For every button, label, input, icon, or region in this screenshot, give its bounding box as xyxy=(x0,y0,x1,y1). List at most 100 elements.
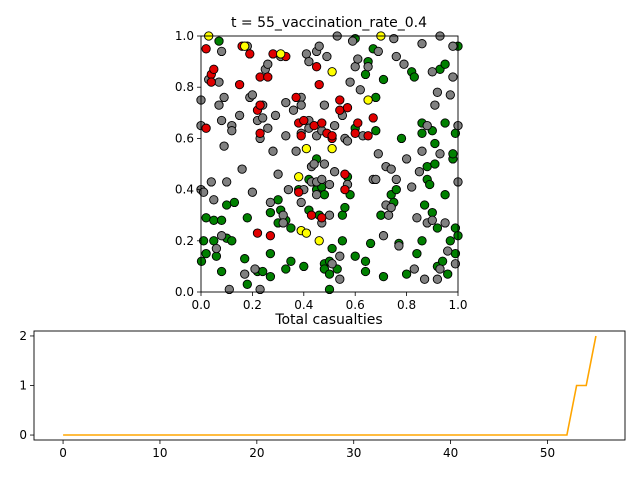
scatter-point-gray xyxy=(247,90,258,100)
scatter-point-gray xyxy=(378,231,389,241)
scatter-point-gray xyxy=(342,136,353,146)
scatter-point-red xyxy=(309,120,319,131)
scatter-point-green xyxy=(216,266,227,277)
scatter-point-green xyxy=(242,279,252,289)
scatter-point-green xyxy=(324,284,335,295)
scatter-point-red xyxy=(296,131,306,141)
scatter-point-red xyxy=(350,128,360,138)
scatter-point-green xyxy=(440,118,450,128)
scatter-point-green xyxy=(286,223,296,233)
scatter-axes-frame xyxy=(200,35,459,293)
scatter-point-red xyxy=(317,213,327,223)
scatter-point-gray xyxy=(414,167,425,177)
scatter-points xyxy=(196,31,463,295)
line-title: Total casualties xyxy=(274,312,382,328)
line-y-tick-label: 2 xyxy=(19,329,27,343)
scatter-point-gray xyxy=(391,174,401,185)
scatter-point-gray xyxy=(268,146,278,156)
scatter-point-red xyxy=(368,113,378,123)
scatter-x-ticks: 0.0 0.2 0.4 0.6 0.8 1.0 xyxy=(191,292,468,312)
scatter-point-red xyxy=(340,169,350,179)
scatter-point-green xyxy=(214,36,224,46)
scatter-point-gray xyxy=(373,149,383,159)
scatter-point-red xyxy=(201,123,211,133)
scatter-y-tick-label: 0.6 xyxy=(175,131,194,145)
scatter-point-green xyxy=(360,69,371,80)
scatter-point-gray xyxy=(419,274,430,284)
scatter-point-gray xyxy=(373,46,383,57)
scatter-point-gray xyxy=(273,169,283,179)
casualties-series-line xyxy=(63,335,597,436)
scatter-point-red xyxy=(363,131,373,141)
scatter-point-gray xyxy=(347,36,358,46)
scatter-point-gray xyxy=(240,269,250,279)
scatter-point-red xyxy=(353,118,363,128)
scatter-point-red xyxy=(317,118,327,128)
scatter-point-gray xyxy=(350,62,360,72)
scatter-point-green xyxy=(417,128,427,138)
scatter-point-green xyxy=(319,190,330,200)
scatter-point-gray xyxy=(319,100,330,110)
scatter-point-gray xyxy=(324,210,335,220)
line-y-tick-label: 0 xyxy=(19,428,27,442)
scatter-point-green xyxy=(281,264,291,274)
scatter-y-tick-label: 0.4 xyxy=(175,183,194,197)
scatter-point-yellow xyxy=(327,143,337,154)
scatter-point-gray xyxy=(427,67,437,77)
scatter-point-gray xyxy=(211,243,222,254)
scatter-point-green xyxy=(422,161,432,172)
scatter-point-yellow xyxy=(240,41,250,51)
scatter-point-gray xyxy=(206,177,216,187)
scatter-point-green xyxy=(427,207,437,218)
scatter-point-gray xyxy=(278,210,288,220)
scatter-point-green xyxy=(327,243,337,254)
scatter-point-green xyxy=(419,200,430,210)
scatter-point-gray xyxy=(250,264,260,274)
scatter-point-gray xyxy=(427,215,437,225)
scatter-point-gray xyxy=(258,113,268,123)
scatter-point-gray xyxy=(296,100,306,110)
scatter-point-gray xyxy=(219,141,229,151)
scatter-point-green xyxy=(440,59,450,69)
line-y-ticks: 0 1 2 xyxy=(19,329,34,442)
scatter-point-gray xyxy=(363,62,373,72)
scatter-point-gray xyxy=(255,284,265,295)
scatter-point-gray xyxy=(432,274,443,284)
scatter-point-gray xyxy=(448,72,458,82)
scatter-point-green xyxy=(209,215,219,225)
scatter-point-green xyxy=(425,179,435,190)
scatter-point-green xyxy=(365,238,376,249)
scatter-point-red xyxy=(265,231,276,241)
scatter-point-green xyxy=(201,213,211,223)
scatter-point-gray xyxy=(355,85,365,95)
scatter-point-green xyxy=(209,236,219,246)
scatter-point-gray xyxy=(304,56,314,67)
scatter-point-gray xyxy=(445,90,455,100)
scatter-point-red xyxy=(201,44,211,54)
scatter-point-green xyxy=(360,266,371,277)
scatter-point-yellow xyxy=(363,95,373,105)
scatter-point-green xyxy=(440,190,450,200)
scatter-point-red xyxy=(311,62,322,72)
scatter-point-gray xyxy=(383,210,394,220)
scatter-point-green xyxy=(430,138,440,149)
scatter-point-green xyxy=(196,256,207,266)
scatter-point-gray xyxy=(247,187,258,197)
scatter-point-green xyxy=(396,133,407,144)
scatter-point-gray xyxy=(371,174,381,185)
scatter-point-green xyxy=(378,74,389,85)
scatter-point-gray xyxy=(301,49,312,59)
scatter-point-green xyxy=(265,248,276,259)
scatter-point-green xyxy=(265,271,276,282)
scatter-point-red xyxy=(327,131,337,141)
scatter-point-gray xyxy=(450,259,461,269)
scatter-point-green xyxy=(409,72,419,82)
scatter-point-yellow xyxy=(276,49,286,59)
scatter-point-gray xyxy=(281,97,291,108)
scatter-x-tick-label: 0.6 xyxy=(346,298,365,312)
scatter-y-ticks: 0.0 0.2 0.4 0.6 0.8 1.0 xyxy=(175,29,201,299)
scatter-point-gray xyxy=(448,41,458,51)
scatter-y-tick-label: 0.8 xyxy=(175,80,194,94)
scatter-point-green xyxy=(378,271,389,282)
scatter-x-tick-label: 1.0 xyxy=(448,298,467,312)
